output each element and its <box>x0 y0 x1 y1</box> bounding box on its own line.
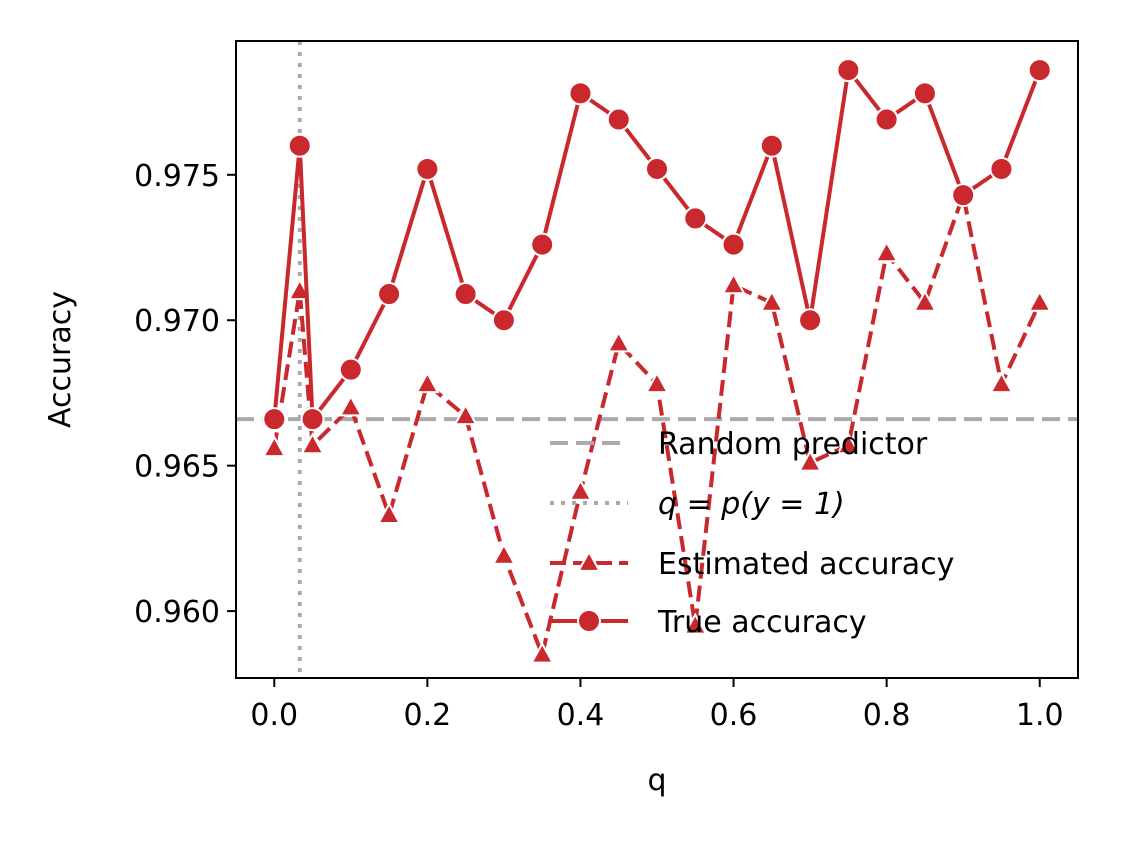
estimated-accuracy-line <box>272 193 1042 657</box>
estimated-accuracy-series <box>262 182 1052 664</box>
estimated-accuracy-point <box>683 612 708 635</box>
x-tick-label: 1.0 <box>1016 698 1064 733</box>
legend-marker <box>577 609 601 633</box>
true-accuracy-point <box>338 357 363 382</box>
true-accuracy-point <box>912 81 937 106</box>
legend: Random predictor q = p(y = 1) Estimated ac… <box>550 427 954 640</box>
estimated-accuracy-point <box>338 394 363 417</box>
true-accuracy-point <box>606 107 631 132</box>
reference-lines <box>236 41 1078 678</box>
estimated-accuracy-point <box>568 478 593 501</box>
estimated-accuracy-point <box>606 330 631 353</box>
estimated-accuracy-point <box>300 432 325 455</box>
true-accuracy-series <box>262 58 1052 432</box>
estimated-accuracy-point <box>530 641 555 664</box>
legend-item: Random predictor <box>550 427 928 462</box>
y-tick-label: 0.960 <box>134 595 220 630</box>
estimated-accuracy-point <box>262 435 287 458</box>
y-axis: 0.960 0.965 0.970 0.975 <box>134 159 236 630</box>
true-accuracy-point <box>287 133 312 158</box>
x-tick-label: 0.8 <box>863 698 911 733</box>
legend-label: Random predictor <box>658 427 928 462</box>
true-accuracy-point <box>645 156 669 181</box>
estimated-accuracy-point <box>797 449 823 472</box>
estimated-accuracy-point <box>874 240 899 263</box>
true-accuracy-point <box>759 133 784 158</box>
true-accuracy-point <box>721 232 746 257</box>
legend-label: Estimated accuracy <box>658 547 954 582</box>
estimated-accuracy-point <box>912 289 938 312</box>
legend-marker <box>576 549 602 572</box>
plot-frame <box>235 40 1079 679</box>
legend-label: True accuracy <box>657 605 867 640</box>
x-tick-label: 0.2 <box>404 698 452 733</box>
y-tick-label: 0.970 <box>134 304 220 339</box>
true-accuracy-point <box>377 282 402 307</box>
true-accuracy-point <box>530 232 555 257</box>
estimated-accuracy-point <box>1027 289 1052 312</box>
estimated-accuracy-point <box>415 371 440 394</box>
legend-label: q = p(y = 1) <box>658 487 845 522</box>
true-accuracy-point <box>262 407 287 432</box>
estimated-accuracy-point <box>644 371 670 394</box>
true-accuracy-point <box>568 81 593 106</box>
true-accuracy-point <box>798 308 823 333</box>
y-tick-label: 0.975 <box>134 159 220 194</box>
estimated-accuracy-point <box>453 403 478 426</box>
legend-item: Estimated accuracy <box>550 547 954 582</box>
x-axis: 0.0 0.2 0.4 0.6 0.8 1.0 <box>250 678 1064 733</box>
series-layer <box>262 58 1052 664</box>
true-accuracy-point <box>874 107 899 132</box>
true-accuracy-point <box>415 156 440 181</box>
estimated-accuracy-point <box>491 542 517 565</box>
x-tick-label: 0.6 <box>710 698 758 733</box>
x-axis-label: q <box>647 763 666 798</box>
true-accuracy-point <box>683 206 708 231</box>
estimated-accuracy-point <box>759 289 784 312</box>
estimated-accuracy-point <box>989 371 1014 394</box>
true-accuracy-point <box>989 156 1014 181</box>
legend-item: q = p(y = 1) <box>550 487 845 522</box>
true-accuracy-point <box>836 58 861 83</box>
legend-item: True accuracy <box>550 605 867 640</box>
estimated-accuracy-point <box>721 272 746 295</box>
x-tick-label: 0.4 <box>557 698 605 733</box>
true-accuracy-line <box>272 68 1042 422</box>
true-accuracy-point <box>951 183 976 208</box>
true-accuracy-point <box>491 308 516 333</box>
true-accuracy-point <box>1027 58 1052 83</box>
true-accuracy-point <box>453 282 478 307</box>
estimated-accuracy-point <box>376 502 402 525</box>
estimated-accuracy-point <box>836 432 861 455</box>
y-axis-label: Accuracy <box>43 291 78 428</box>
y-tick-label: 0.965 <box>134 450 220 485</box>
x-tick-label: 0.0 <box>250 698 298 733</box>
true-accuracy-point <box>300 407 325 432</box>
